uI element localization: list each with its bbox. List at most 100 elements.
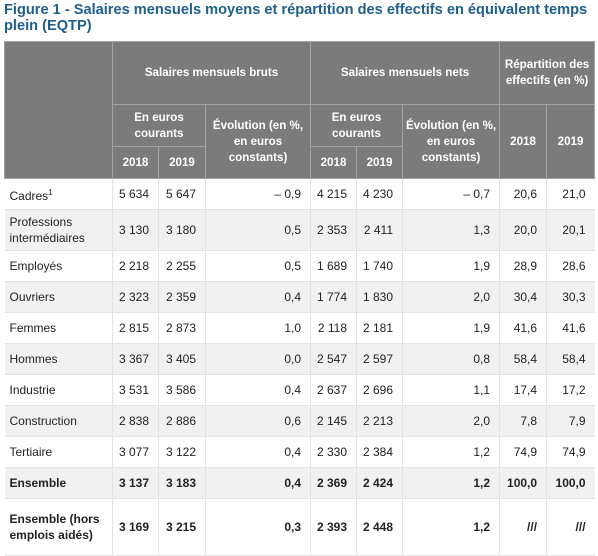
cell-repartition-2019: 28,6 xyxy=(546,250,595,282)
cell-nets-evolution: 1,2 xyxy=(402,467,500,499)
row-label: Employés xyxy=(4,250,113,282)
cell-repartition-2018: 20,0 xyxy=(499,209,547,251)
cell-repartition-2018: 7,8 xyxy=(499,405,547,437)
header-nets-evolution: Évolution (en %, en euros constants) xyxy=(402,104,501,179)
cell-nets-evolution: – 0,7 xyxy=(402,178,500,210)
cell-nets-2019: 2 696 xyxy=(356,374,403,406)
cell-bruts-evolution: 1,0 xyxy=(204,312,311,344)
cell-bruts-2019: 3 215 xyxy=(158,498,206,556)
cell-repartition-2019: 100,0 xyxy=(546,467,595,499)
table-row: Industrie 3 531 3 586 0,4 2 637 2 696 1,… xyxy=(4,374,595,406)
cell-bruts-2018: 3 130 xyxy=(112,209,159,251)
table-row-total-hors-emplois-aides: Ensemble (hors emplois aidés) 3 169 3 21… xyxy=(4,498,595,556)
header-nets-2018: 2018 xyxy=(310,146,358,179)
row-label: Ouvriers xyxy=(4,281,113,313)
cell-repartition-2019: 7,9 xyxy=(546,405,595,437)
cell-bruts-evolution: – 0,9 xyxy=(204,178,311,210)
cell-repartition-2018: 17,4 xyxy=(499,374,547,406)
cell-nets-2019: 1 740 xyxy=(356,250,403,282)
header-bruts-euros: En euros courants xyxy=(112,104,206,147)
cell-bruts-evolution: 0,0 xyxy=(204,343,311,375)
header-repartition: Répartition des effectifs (en %) xyxy=(499,41,596,105)
cell-bruts-2019: 2 255 xyxy=(158,250,206,282)
cell-bruts-2018: 3 077 xyxy=(112,436,159,468)
cell-bruts-2019: 3 122 xyxy=(158,436,206,468)
cell-nets-2018: 2 353 xyxy=(310,209,357,251)
row-label: Ensemble xyxy=(4,467,113,499)
cell-repartition-2019: 21,0 xyxy=(546,178,595,210)
cell-nets-2018: 1 689 xyxy=(310,250,357,282)
header-bruts-evolution: Évolution (en %, en euros constants) xyxy=(204,104,312,179)
cell-bruts-evolution: 0,6 xyxy=(204,405,311,437)
header-repartition-2018: 2018 xyxy=(499,104,548,179)
table-row: Ouvriers 2 323 2 359 0,4 1 774 1 830 2,0… xyxy=(4,281,595,313)
figure-title: Figure 1 - Salaires mensuels moyens et r… xyxy=(4,2,588,34)
cell-repartition-2018: 20,6 xyxy=(499,178,547,210)
cell-repartition-2018: 30,4 xyxy=(499,281,547,313)
cell-repartition-2019: 58,4 xyxy=(546,343,595,375)
cell-nets-evolution: 1,1 xyxy=(402,374,500,406)
table-row: Femmes 2 815 2 873 1,0 2 118 2 181 1,9 4… xyxy=(4,312,595,344)
cell-repartition-2018: 41,6 xyxy=(499,312,547,344)
header-bruts-2019: 2019 xyxy=(158,146,206,179)
header-repartition-2019: 2019 xyxy=(546,104,596,179)
row-label: Professions intermédiaires xyxy=(4,209,113,251)
cell-bruts-2018: 2 218 xyxy=(112,250,159,282)
cell-bruts-2018: 2 838 xyxy=(112,405,159,437)
cell-nets-2019: 2 424 xyxy=(356,467,403,499)
cell-repartition-2018: 58,4 xyxy=(499,343,547,375)
cell-bruts-2018: 5 634 xyxy=(112,178,159,210)
header-nets-euros: En euros courants xyxy=(310,104,404,147)
cell-bruts-2019: 3 405 xyxy=(158,343,206,375)
cell-bruts-evolution: 0,4 xyxy=(204,281,311,313)
header-bruts-2018: 2018 xyxy=(112,146,159,179)
header-nets-2019: 2019 xyxy=(356,146,404,179)
cell-bruts-2018: 3 531 xyxy=(112,374,159,406)
cell-bruts-2019: 3 183 xyxy=(158,467,206,499)
cell-bruts-2019: 3 586 xyxy=(158,374,206,406)
cell-nets-2019: 2 384 xyxy=(356,436,403,468)
row-label: Construction xyxy=(4,405,113,437)
cell-repartition-2019: 30,3 xyxy=(546,281,595,313)
cell-bruts-2018: 2 323 xyxy=(112,281,159,313)
table-row-total: Ensemble 3 137 3 183 0,4 2 369 2 424 1,2… xyxy=(4,467,595,499)
row-label: Hommes xyxy=(4,343,113,375)
cell-nets-2018: 2 393 xyxy=(310,498,357,556)
table-row: Employés 2 218 2 255 0,5 1 689 1 740 1,9… xyxy=(4,250,595,282)
cell-bruts-evolution: 0,4 xyxy=(204,374,311,406)
cell-bruts-2018: 2 815 xyxy=(112,312,159,344)
cell-nets-evolution: 1,9 xyxy=(402,312,500,344)
cell-nets-2018: 4 215 xyxy=(310,178,357,210)
row-label: Ensemble (hors emplois aidés) xyxy=(4,498,113,556)
cell-nets-2018: 2 547 xyxy=(310,343,357,375)
table-row: Professions intermédiaires 3 130 3 180 0… xyxy=(4,209,595,251)
header-salaires-nets: Salaires mensuels nets xyxy=(310,41,501,105)
table-row: Construction 2 838 2 886 0,6 2 145 2 213… xyxy=(4,405,595,437)
row-label: Femmes xyxy=(4,312,113,344)
row-label: Tertiaire xyxy=(4,436,113,468)
cell-repartition-2019: 17,2 xyxy=(546,374,595,406)
cell-bruts-2018: 3 137 xyxy=(112,467,159,499)
cell-nets-2019: 2 181 xyxy=(356,312,403,344)
cell-repartition-2019: 74,9 xyxy=(546,436,595,468)
footnote-marker: 1 xyxy=(48,187,53,197)
cell-nets-2018: 2 330 xyxy=(310,436,357,468)
cell-repartition-2018: 28,9 xyxy=(499,250,547,282)
cell-bruts-evolution: 0,5 xyxy=(204,250,311,282)
cell-bruts-2019: 2 886 xyxy=(158,405,206,437)
cell-nets-2019: 2 448 xyxy=(356,498,403,556)
cell-nets-2019: 2 597 xyxy=(356,343,403,375)
cell-nets-2018: 2 637 xyxy=(310,374,357,406)
cell-bruts-2019: 5 647 xyxy=(158,178,206,210)
cell-nets-2018: 2 369 xyxy=(310,467,357,499)
cell-nets-2019: 1 830 xyxy=(356,281,403,313)
cell-bruts-evolution: 0,5 xyxy=(204,209,311,251)
table-row: Hommes 3 367 3 405 0,0 2 547 2 597 0,8 5… xyxy=(4,343,595,375)
cell-repartition-2019: /// xyxy=(546,498,595,556)
table-row: Tertiaire 3 077 3 122 0,4 2 330 2 384 1,… xyxy=(4,436,595,468)
cell-bruts-2018: 3 169 xyxy=(112,498,159,556)
cell-bruts-2018: 3 367 xyxy=(112,343,159,375)
cell-nets-evolution: 1,2 xyxy=(402,498,500,556)
cell-nets-evolution: 2,0 xyxy=(402,405,500,437)
row-label: Industrie xyxy=(4,374,113,406)
